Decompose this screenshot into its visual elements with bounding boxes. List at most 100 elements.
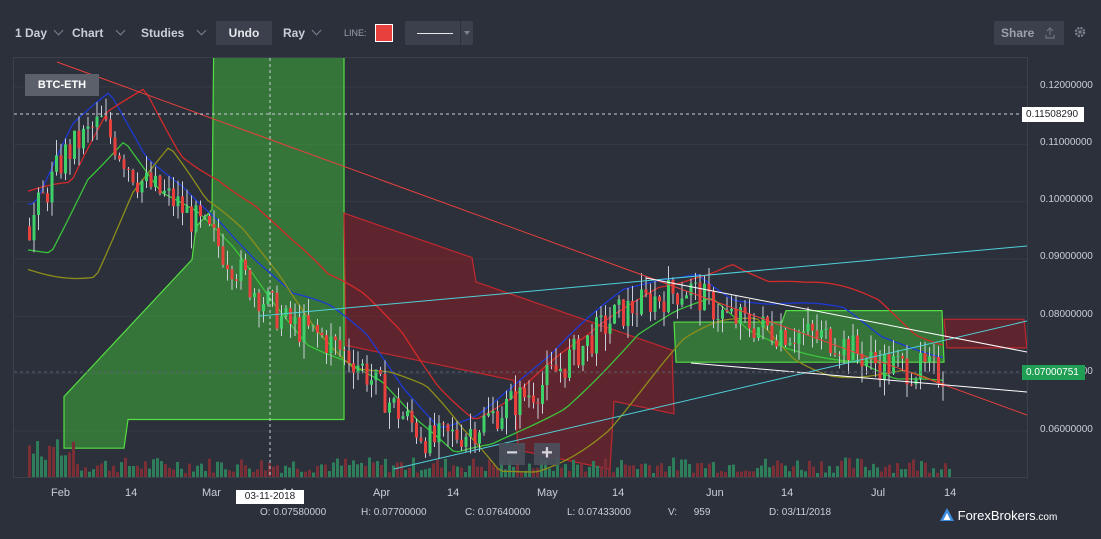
volume-bar (604, 458, 607, 477)
volume-bar (100, 463, 103, 477)
candle-body (199, 205, 202, 217)
candle-body (284, 308, 288, 317)
drawing-tool-dropdown[interactable]: Ray (283, 21, 322, 45)
volume-bar (688, 463, 691, 477)
candle-body (230, 269, 234, 280)
candle-body (622, 299, 625, 326)
undo-button[interactable]: Undo (216, 21, 272, 45)
candle-body (734, 308, 738, 324)
chart-type-dropdown[interactable]: Chart (72, 21, 126, 45)
volume-bar (492, 464, 495, 477)
trend-line-red (56, 61, 1027, 416)
volume-bar (712, 462, 715, 477)
candle-body (496, 411, 499, 429)
date-value: 03/11/2018 (781, 507, 832, 518)
studies-dropdown[interactable]: Studies (141, 21, 207, 45)
candle-body (257, 292, 261, 312)
candle-body (928, 356, 931, 362)
candle-body (104, 115, 108, 120)
period-dropdown[interactable]: 1 Day (15, 21, 64, 45)
volume-bar (176, 462, 179, 477)
low-label: L: (567, 507, 576, 518)
candle-body (32, 214, 36, 241)
volume-bar (656, 465, 659, 477)
volume-bar (308, 470, 311, 477)
zoom-in-button[interactable]: + (534, 443, 560, 465)
volume-bar (124, 457, 127, 477)
y-tick-label: 0.08000000 (1040, 309, 1093, 320)
volume-bar (464, 472, 467, 477)
volume-bar (452, 465, 455, 477)
candle-body (55, 155, 58, 172)
volume-bar (864, 466, 867, 477)
candle-body (788, 342, 792, 345)
candle-body (649, 293, 652, 312)
date-label: D: (769, 507, 779, 518)
chevron-down-icon (311, 25, 322, 36)
candle-body (442, 423, 445, 425)
price-chart[interactable] (14, 58, 1027, 477)
candle-body (779, 329, 783, 347)
candle-body (100, 115, 103, 117)
candle-body (851, 335, 855, 361)
volume-bar (852, 468, 855, 477)
zoom-out-button[interactable]: − (499, 443, 525, 465)
candle-body (784, 329, 787, 345)
candle-body (428, 425, 432, 454)
candle-body (896, 355, 900, 357)
candle-body (235, 279, 238, 281)
volume-bar (192, 471, 195, 477)
candle-body (469, 429, 472, 437)
volume-bar (332, 462, 335, 477)
candle-body (383, 374, 387, 413)
ohlc-low: L: 0.07433000 (567, 507, 631, 518)
volume-bar (244, 465, 247, 477)
candle-body (527, 395, 531, 398)
candle-body (244, 259, 247, 270)
chart-canvas[interactable]: BTC-ETH (13, 57, 1028, 478)
volume-bar (356, 464, 359, 477)
share-button[interactable]: Share (994, 21, 1064, 45)
volume-bar (180, 468, 183, 477)
x-tick-label: May (537, 487, 558, 499)
share-label: Share (1001, 26, 1035, 40)
volume-bar (592, 460, 595, 477)
x-tick-label: 14 (781, 487, 794, 499)
crosshair-price-tag: 0.11508290 (1022, 107, 1085, 122)
candle-body (910, 384, 913, 386)
gear-icon[interactable] (1073, 25, 1087, 39)
volume-bar (208, 458, 211, 477)
line-color-swatch[interactable] (375, 24, 393, 42)
volume-bar (444, 458, 447, 477)
volume-bar (136, 465, 139, 477)
candle-body (46, 193, 49, 203)
volume-bar (752, 471, 755, 477)
volume-bar (448, 471, 451, 477)
candle-body (127, 168, 130, 170)
volume-bar (488, 459, 491, 477)
current-price-tag: 0.07000751 (1022, 365, 1085, 380)
volume-bar (900, 469, 903, 477)
candle-body (820, 330, 823, 338)
moving-average-line (27, 92, 944, 429)
volume-bar (836, 466, 839, 477)
moving-average-line (27, 141, 944, 453)
volume-bar (72, 441, 75, 477)
high-label: H: (361, 507, 371, 518)
volume-bar (388, 472, 391, 477)
candle-body (505, 398, 508, 419)
volume-bar (616, 467, 619, 477)
brand-name: ForexBrokers (957, 508, 1036, 523)
candle-body (923, 353, 927, 362)
volume-bar (588, 466, 591, 477)
candle-body (370, 380, 373, 385)
line-style-dropdown[interactable] (405, 21, 473, 45)
candle-body (392, 398, 396, 403)
candle-body (140, 181, 144, 193)
volume-bar (252, 471, 255, 477)
candle-body (280, 316, 283, 329)
candle-body (419, 437, 423, 442)
volume-bar (228, 470, 231, 477)
volume-bar (60, 455, 63, 477)
candle-body (766, 316, 769, 326)
